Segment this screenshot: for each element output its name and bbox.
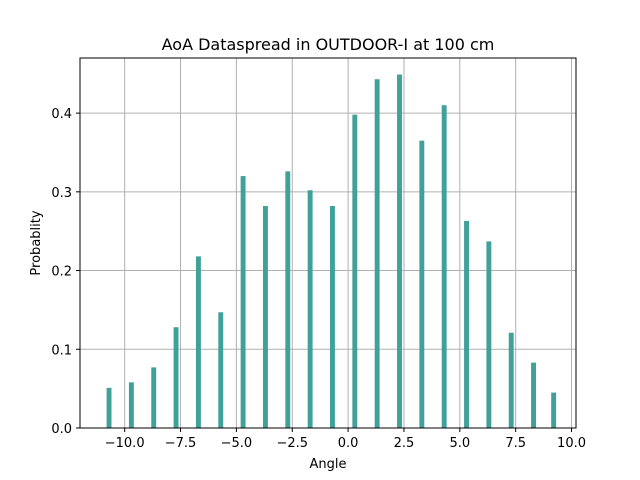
bar (352, 114, 358, 429)
x-tick-label: −2.5 (276, 436, 308, 451)
grid-lines (80, 58, 576, 429)
x-tick-label: −5.0 (221, 436, 253, 451)
bar (218, 312, 224, 428)
y-axis-ticks: 0.0 0.1 0.2 0.3 0.4 (51, 107, 80, 437)
bar (262, 206, 268, 428)
x-tick-label: −7.5 (165, 436, 197, 451)
y-axis-label: Probablity (29, 210, 44, 275)
bar (374, 79, 380, 429)
y-tick-label: 0.0 (51, 422, 72, 437)
bar (106, 387, 112, 428)
x-tick-label: 7.5 (505, 436, 526, 451)
bar (307, 190, 313, 428)
bar (486, 241, 492, 428)
y-tick-label: 0.4 (51, 107, 72, 122)
x-tick-label: 2.5 (394, 436, 415, 451)
x-axis-ticks: −10.0 −7.5 −5.0 −2.5 0.0 2.5 5.0 7.5 10.0 (105, 428, 586, 451)
bar (173, 327, 179, 428)
bar (531, 362, 537, 428)
bar (551, 392, 557, 428)
bar (285, 171, 291, 429)
y-tick-label: 0.3 (51, 186, 72, 201)
bar (330, 206, 335, 428)
x-tick-label: 0.0 (338, 436, 359, 451)
y-tick-label: 0.2 (51, 265, 72, 280)
bars (106, 74, 557, 429)
bar (419, 140, 425, 428)
bar (195, 256, 201, 428)
x-axis-label: Angle (310, 457, 347, 472)
bar (441, 105, 447, 428)
x-tick-label: −10.0 (105, 436, 145, 451)
x-tick-label: 5.0 (449, 436, 470, 451)
y-tick-label: 0.1 (51, 343, 72, 358)
x-tick-label: 10.0 (557, 436, 586, 451)
plot-frame (79, 57, 577, 429)
bar (151, 367, 157, 428)
bar (508, 332, 514, 428)
bar (240, 176, 246, 428)
chart-title: AoA Dataspread in OUTDOOR-I at 100 cm (162, 35, 495, 54)
bar (464, 220, 469, 428)
bar (128, 382, 134, 428)
bar (397, 74, 402, 428)
